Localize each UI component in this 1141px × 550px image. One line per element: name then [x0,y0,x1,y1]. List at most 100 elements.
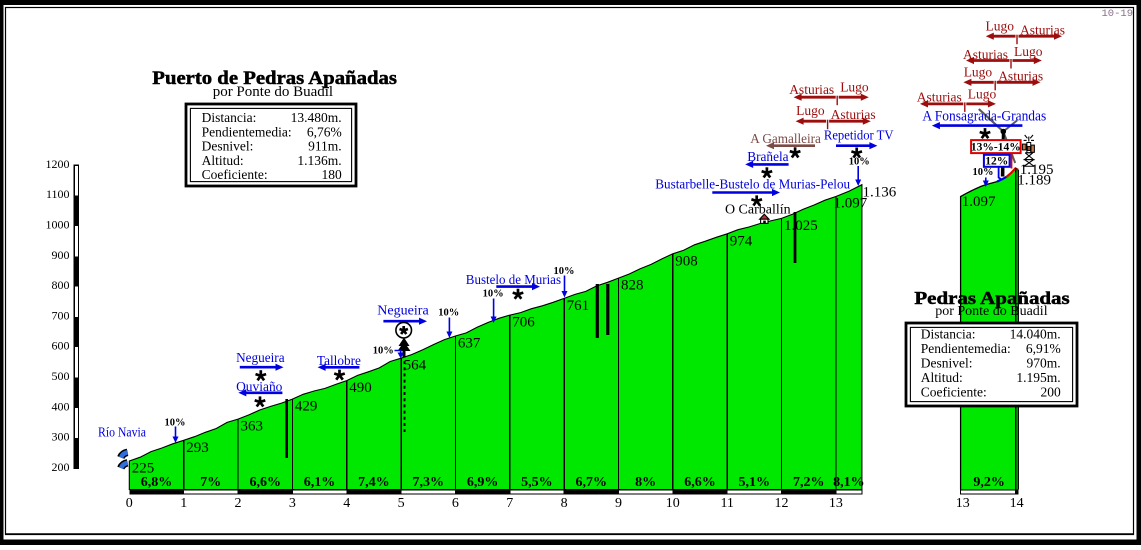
svg-text:5,1%: 5,1% [739,475,771,490]
svg-text:Desnivel:: Desnivel: [921,356,973,371]
svg-text:Pendientemedia:: Pendientemedia: [921,341,1011,356]
svg-text:14.040m.: 14.040m. [1010,327,1061,342]
svg-text:Distancia:: Distancia: [921,327,976,342]
svg-text:1.136: 1.136 [863,185,897,201]
svg-text:10%: 10% [438,307,459,318]
svg-text:974: 974 [730,233,753,249]
svg-text:6,6%: 6,6% [684,475,716,490]
svg-text:400: 400 [52,399,70,413]
svg-text:8: 8 [561,496,568,511]
svg-text:490: 490 [349,380,372,396]
svg-text:por Ponte do Buadil: por Ponte do Buadil [935,304,1047,319]
svg-text:Negueira: Negueira [377,304,429,319]
svg-text:Pendientemedia:: Pendientemedia: [202,124,292,139]
svg-text:564: 564 [404,358,427,374]
svg-text:1.195m.: 1.195m. [1016,370,1060,385]
svg-text:13: 13 [829,496,843,511]
svg-text:200: 200 [1040,385,1061,400]
svg-text:1.136m.: 1.136m. [297,153,341,168]
svg-text:800: 800 [52,278,70,292]
svg-text:Asturias: Asturias [917,90,962,105]
svg-text:O Carballín: O Carballín [725,203,791,218]
svg-text:706: 706 [512,315,535,331]
svg-text:13.480m.: 13.480m. [291,110,342,125]
svg-text:13: 13 [956,496,970,511]
svg-text:Altitud:: Altitud: [921,370,963,385]
svg-text:7%: 7% [200,475,221,490]
svg-text:Repetidor TV: Repetidor TV [824,129,894,144]
svg-text:6,7%: 6,7% [576,475,608,490]
svg-text:6,1%: 6,1% [304,475,336,490]
svg-text:Coeficiente:: Coeficiente: [921,385,987,400]
svg-text:700: 700 [52,308,70,322]
svg-text:1000: 1000 [46,217,70,231]
svg-text:908: 908 [675,253,698,269]
svg-text:Distancia:: Distancia: [202,110,257,125]
svg-text:9,2%: 9,2% [973,475,1005,490]
svg-text:6,6%: 6,6% [249,475,281,490]
svg-text:900: 900 [52,248,70,262]
svg-text:2: 2 [235,496,242,511]
svg-text:Lugo: Lugo [1014,44,1043,59]
svg-text:1200: 1200 [46,157,70,171]
svg-text:911m.: 911m. [308,139,342,154]
svg-text:6,91%: 6,91% [1026,341,1061,356]
svg-text:1.189: 1.189 [1017,173,1051,189]
svg-text:7,2%: 7,2% [793,475,825,490]
svg-text:A Fonsagrada-Grandas: A Fonsagrada-Grandas [922,109,1046,125]
svg-text:12: 12 [775,496,789,511]
svg-text:429: 429 [295,399,318,415]
svg-text:7: 7 [506,496,513,511]
svg-text:6,9%: 6,9% [467,475,499,490]
svg-text:Altitud:: Altitud: [202,153,244,168]
svg-text:Coeficiente:: Coeficiente: [202,167,268,182]
svg-text:Lugo: Lugo [968,86,997,101]
svg-text:7,3%: 7,3% [412,475,444,490]
svg-text:6: 6 [452,496,459,511]
svg-text:500: 500 [52,369,70,383]
svg-text:300: 300 [52,430,70,444]
svg-text:3: 3 [289,496,296,511]
svg-text:10%: 10% [483,289,504,300]
svg-text:6,8%: 6,8% [141,475,173,490]
svg-text:10%: 10% [849,156,870,167]
svg-text:761: 761 [567,298,590,314]
svg-text:180: 180 [321,167,342,182]
svg-text:11: 11 [720,496,733,511]
svg-text:por Ponte do Buadil: por Ponte do Buadil [213,84,333,100]
svg-text:13%-14%: 13%-14% [971,142,1021,154]
svg-text:1.025: 1.025 [784,218,818,234]
svg-text:8%: 8% [635,475,656,490]
svg-text:10-19: 10-19 [1101,8,1133,20]
svg-text:0: 0 [126,496,133,511]
svg-text:10%: 10% [973,167,994,178]
svg-text:10%: 10% [554,266,575,277]
svg-text:4: 4 [343,496,350,511]
svg-text:293: 293 [186,440,209,456]
svg-text:14: 14 [1010,496,1024,511]
svg-text:Lugo: Lugo [964,65,993,80]
svg-text:970m.: 970m. [1027,356,1061,371]
svg-text:8,1%: 8,1% [833,475,865,490]
svg-text:5,5%: 5,5% [521,475,553,490]
svg-text:5: 5 [398,496,405,511]
svg-text:9: 9 [615,496,622,511]
svg-text:200: 200 [52,460,70,474]
svg-text:Asturias: Asturias [831,107,876,122]
svg-text:828: 828 [621,278,644,294]
svg-text:600: 600 [52,339,70,353]
svg-text:6,76%: 6,76% [307,124,342,139]
svg-text:1.097: 1.097 [962,194,996,210]
svg-text:Asturias: Asturias [789,82,834,97]
svg-text:10%: 10% [373,345,394,356]
svg-text:Lugo: Lugo [796,103,825,118]
svg-text:7,4%: 7,4% [358,475,390,490]
svg-text:Lugo: Lugo [840,79,869,94]
svg-text:1: 1 [180,496,187,511]
svg-text:Bustarbelle-Bustelo de Murias-: Bustarbelle-Bustelo de Murias-Pelou [655,177,850,192]
svg-text:637: 637 [458,336,481,352]
svg-text:Desnivel:: Desnivel: [202,139,254,154]
svg-text:363: 363 [241,419,264,435]
svg-text:1100: 1100 [46,187,70,201]
svg-text:10: 10 [666,496,680,511]
